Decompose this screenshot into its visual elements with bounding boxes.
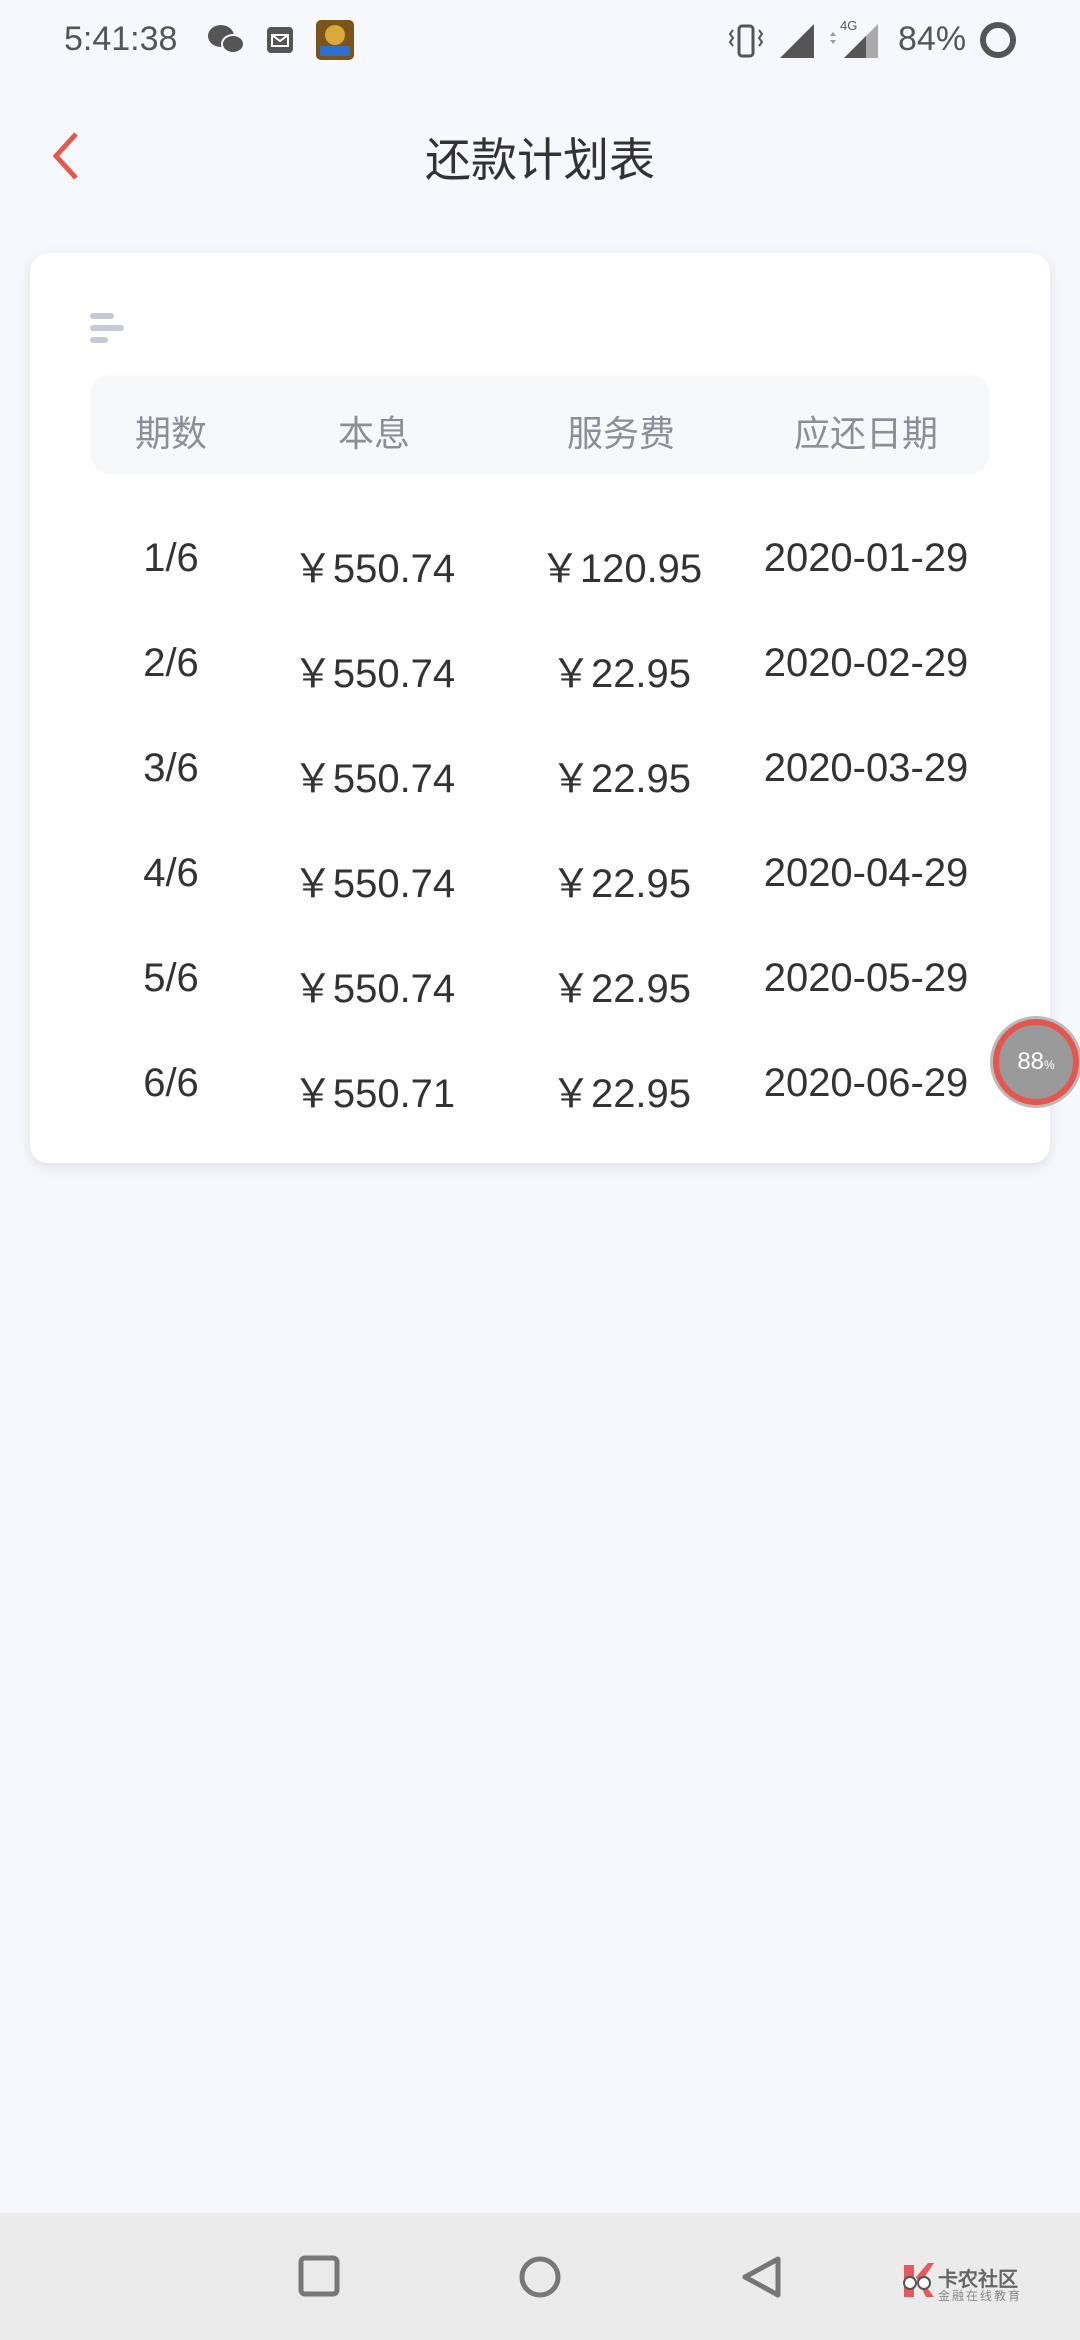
table-row: 4/6 ￥550.74 ￥22.95 2020-04-29: [30, 821, 1050, 926]
cell-principal-interest: ￥550.74: [292, 862, 456, 906]
cell-due-date: 2020-03-29: [763, 746, 969, 790]
column-header-service-fee: 服务费: [566, 413, 676, 454]
column-header-principal-interest: 本息: [337, 413, 411, 454]
recents-square-icon[interactable]: [298, 2255, 340, 2297]
table-row: 3/6 ￥550.74 ￥22.95 2020-03-29: [30, 716, 1050, 821]
table-row: 2/6 ￥550.74 ￥22.95 2020-02-29: [30, 611, 1050, 716]
watermark-logo: 卡农社区 金融在线教育: [900, 2263, 1020, 2304]
table-row: 5/6 ￥550.74 ￥22.95 2020-05-29: [30, 926, 1050, 1031]
cell-due-date: 2020-02-29: [763, 641, 969, 685]
cell-service-fee: ￥120.95: [539, 547, 703, 591]
game-app-icon: [316, 20, 354, 60]
cell-due-date: 2020-05-29: [763, 956, 969, 1000]
home-circle-icon[interactable]: [518, 2255, 562, 2299]
cell-service-fee: ￥22.95: [550, 652, 692, 696]
battery-percent: 84%: [898, 20, 967, 58]
navigation-bar: 卡农社区 金融在线教育: [0, 2213, 1080, 2340]
cell-service-fee: ￥22.95: [550, 1072, 692, 1116]
floating-unit: %: [1044, 1058, 1055, 1072]
kanong-logo-icon: [903, 2263, 934, 2297]
cell-principal-interest: ￥550.74: [292, 757, 456, 801]
mail-icon: [267, 27, 293, 53]
floating-value: 88: [1017, 1048, 1045, 1075]
cell-period: 6/6: [143, 1061, 199, 1105]
cell-principal-interest: ￥550.74: [292, 652, 456, 696]
cell-period: 4/6: [143, 851, 199, 895]
status-bar: 5:41:38 4G 84%: [0, 0, 1080, 80]
cell-period: 2/6: [143, 641, 199, 685]
table-row: 1/6 ￥550.74 ￥120.95 2020-01-29: [30, 506, 1050, 611]
wechat-icon: [208, 25, 245, 54]
battery-ring-icon: [980, 22, 1016, 58]
cell-principal-interest: ￥550.71: [292, 1072, 456, 1116]
cell-due-date: 2020-04-29: [763, 851, 969, 895]
cell-due-date: 2020-06-29: [763, 1061, 969, 1105]
table-header: 期数 本息 服务费 应还日期: [90, 375, 990, 474]
vibrate-icon: [728, 24, 764, 58]
cell-period: 5/6: [143, 956, 199, 1000]
back-button[interactable]: [44, 124, 94, 184]
cell-service-fee: ￥22.95: [550, 757, 692, 801]
floating-progress-widget[interactable]: 88%: [993, 1019, 1079, 1105]
cell-service-fee: ￥22.95: [550, 967, 692, 1011]
repayment-plan-card: 期数 本息 服务费 应还日期 1/6 ￥550.74 ￥120.95 2020-01-…: [30, 253, 1050, 1163]
status-time: 5:41:38: [64, 20, 178, 58]
table-row: 6/6 ￥550.71 ￥22.95 2020-06-29: [30, 1031, 1050, 1136]
menu-lines-icon: [90, 313, 124, 349]
cell-service-fee: ￥22.95: [550, 862, 692, 906]
watermark-name: 卡农社区: [938, 2269, 1018, 2291]
column-header-period: 期数: [134, 413, 208, 454]
cell-due-date: 2020-01-29: [763, 536, 969, 580]
svg-text:4G: 4G: [840, 18, 857, 33]
column-header-due-date: 应还日期: [793, 413, 939, 454]
cell-period: 3/6: [143, 746, 199, 790]
chevron-left-icon: [52, 132, 78, 180]
signal-icon: [780, 24, 814, 58]
watermark-tagline: 金融在线教育: [938, 2289, 1023, 2303]
back-triangle-icon[interactable]: [740, 2255, 784, 2299]
signal-4g-icon: 4G: [830, 18, 878, 58]
page-title: 还款计划表: [425, 134, 655, 186]
cell-principal-interest: ￥550.74: [292, 967, 456, 1011]
cell-period: 1/6: [143, 536, 199, 580]
cell-principal-interest: ￥550.74: [292, 547, 456, 591]
